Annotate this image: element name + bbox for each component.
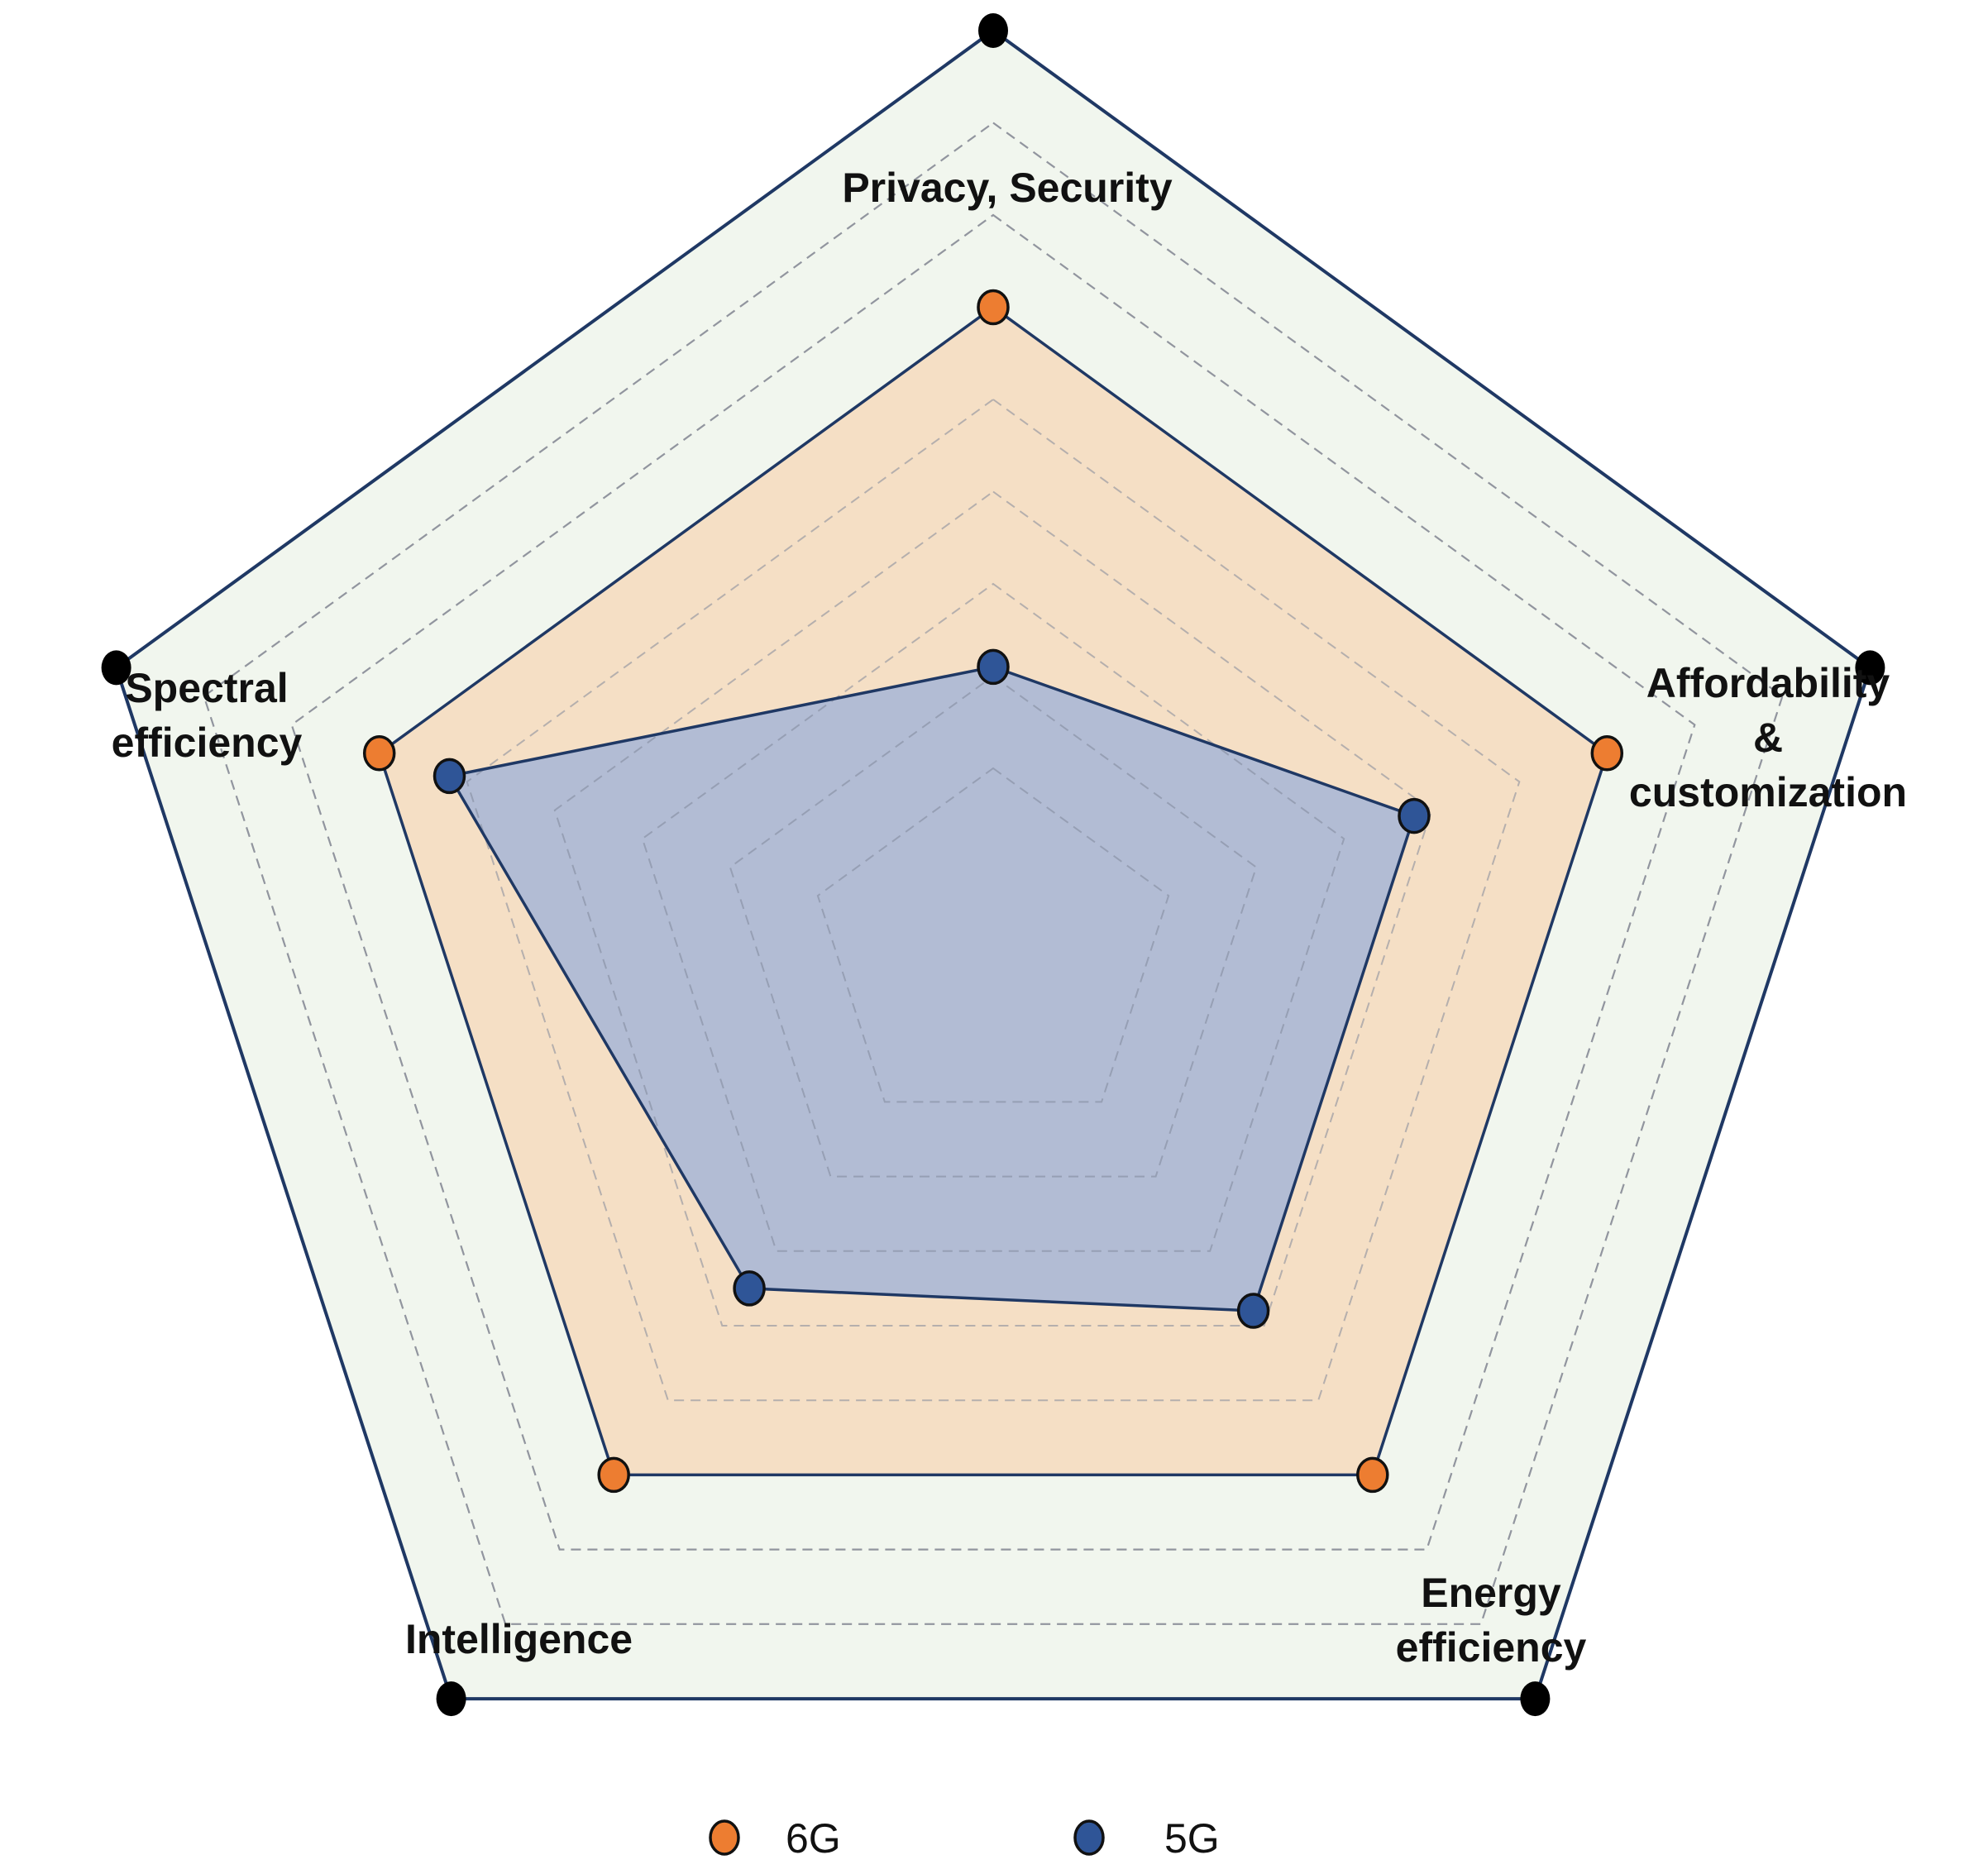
axis-label: Energy efficiency [1396, 1570, 1587, 1671]
grid-ring-overlay [466, 398, 1521, 1402]
axis-label: Spectral efficiency [112, 665, 303, 766]
series-layer [101, 13, 1885, 1717]
axis-label-line: Spectral [125, 665, 288, 711]
data-point-6G [977, 289, 1010, 326]
data-point-5G [432, 758, 466, 795]
data-point-6G [1590, 735, 1624, 772]
axis-label-line: customization [1629, 769, 1907, 815]
series-area-5G [449, 667, 1414, 1311]
axis-label: Privacy, Security [842, 165, 1173, 211]
series-line-5G [447, 665, 1417, 1312]
grid-ring-overlay [729, 675, 1258, 1178]
radar-outline [114, 28, 1872, 1701]
data-point-6G [1356, 1456, 1389, 1494]
axis-vertex-marker [1520, 1681, 1551, 1717]
legend-label-6G: 6G [786, 1815, 841, 1862]
axis-label-line: & [1753, 715, 1783, 761]
axis-label-line: Affordability [1646, 660, 1890, 706]
legend-marker-5G [1073, 1819, 1105, 1856]
axis-label-line: Intelligence [405, 1616, 633, 1662]
grid-ring-overlay [553, 490, 1433, 1327]
series-line-6G [377, 305, 1609, 1477]
legend-label-5G: 5G [1164, 1815, 1220, 1862]
axis-vertex-marker [436, 1681, 466, 1717]
axis-label-layer: Privacy, Security Affordability & customiza… [112, 165, 1907, 1671]
data-point-6G [597, 1456, 630, 1494]
legend: 6G 5G [709, 1815, 1220, 1862]
data-point-5G [977, 648, 1010, 686]
axis-vertex-marker [101, 650, 131, 686]
grid-ring-overlay [641, 582, 1345, 1252]
axis-label: Affordability & customization [1629, 660, 1907, 815]
axis-label-line: efficiency [112, 719, 303, 766]
axis-vertex-marker [978, 13, 1008, 48]
axis-label: Intelligence [405, 1616, 633, 1662]
legend-marker-6G [709, 1819, 740, 1856]
data-point-6G [362, 735, 396, 772]
axis-label-line: efficiency [1396, 1624, 1587, 1671]
grid-ring-overlay [203, 122, 1784, 1625]
axis-vertex-marker [1855, 650, 1885, 686]
data-point-5G [1236, 1293, 1270, 1329]
data-point-5G [733, 1270, 766, 1307]
axis-label-line: Energy [1421, 1570, 1561, 1616]
data-point-5G [1398, 797, 1431, 834]
axis-label-line: Privacy, Security [842, 165, 1173, 211]
grid-ring-overlay [290, 213, 1696, 1551]
